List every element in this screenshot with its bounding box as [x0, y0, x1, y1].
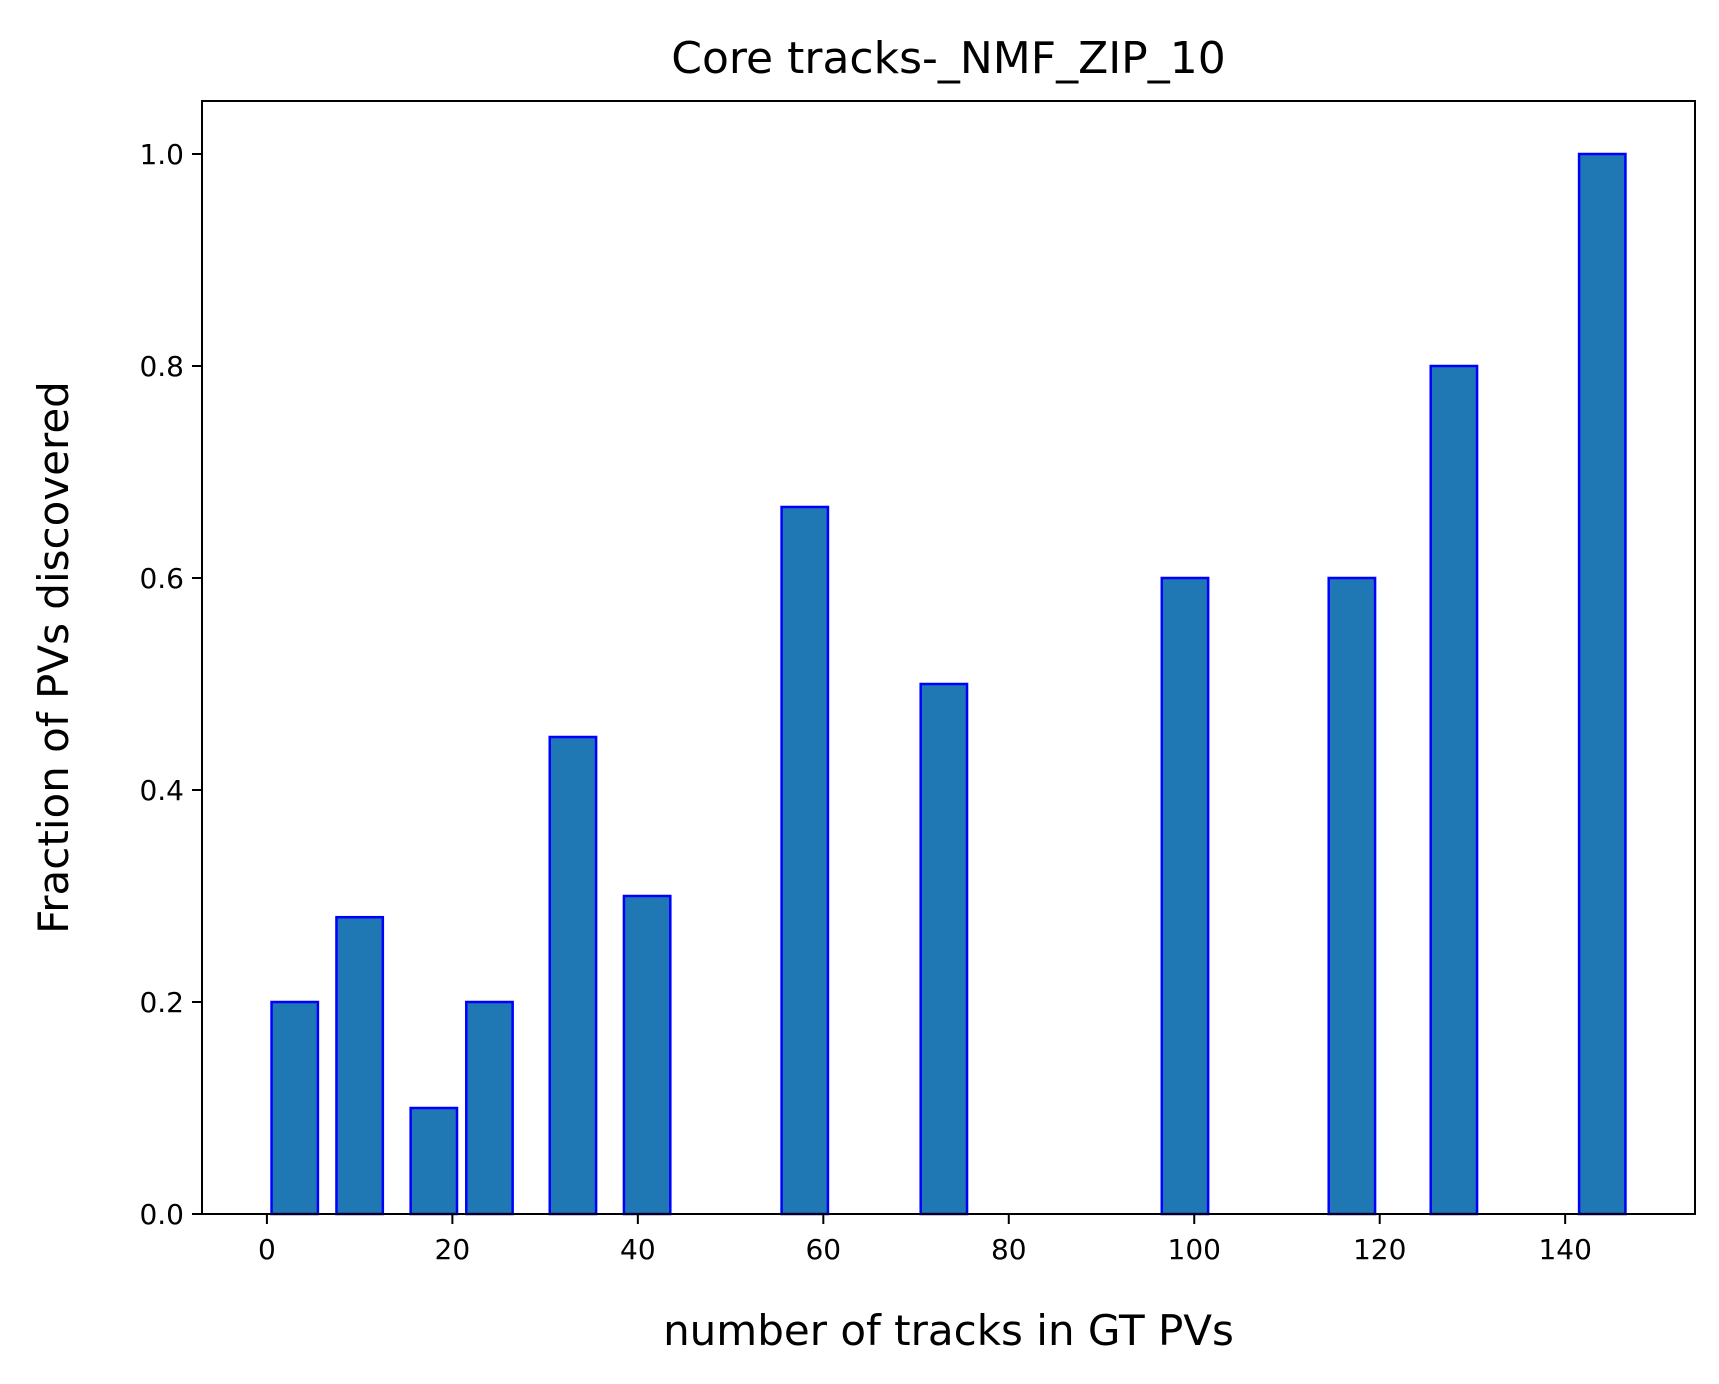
bar [409, 1106, 459, 1216]
chart-title: Core tracks-_NMF_ZIP_10 [671, 33, 1225, 84]
x-tick-label: 20 [435, 1233, 471, 1266]
y-tick-label: 0.4 [139, 774, 184, 807]
bar [780, 505, 830, 1216]
x-tick-label: 60 [805, 1233, 841, 1266]
bar [270, 1000, 320, 1216]
bars-group [270, 152, 1627, 1216]
y-tick-label: 0.8 [139, 350, 184, 383]
y-tick-label: 0.6 [139, 562, 184, 595]
x-tick-label: 40 [620, 1233, 656, 1266]
bar [335, 915, 385, 1216]
y-tick-label: 0.2 [139, 986, 184, 1019]
x-tick-label: 120 [1353, 1233, 1406, 1266]
bar [1429, 364, 1479, 1216]
bar [1160, 576, 1210, 1216]
bar [1577, 152, 1627, 1216]
bar [919, 682, 969, 1216]
x-axis: 0 20 40 60 80 100 120 140 [258, 1214, 1592, 1266]
y-axis-label: Fraction of PVs discovered [29, 381, 78, 934]
x-tick-label: 100 [1168, 1233, 1221, 1266]
x-axis-label: number of tracks in GT PVs [663, 1306, 1234, 1355]
y-axis: 0.0 0.2 0.4 0.6 0.8 1.0 [139, 138, 202, 1231]
bar [622, 894, 672, 1216]
bar [465, 1000, 514, 1216]
x-tick-label: 140 [1538, 1233, 1591, 1266]
x-tick-label: 0 [258, 1233, 276, 1266]
bar [1327, 576, 1377, 1216]
x-tick-label: 80 [991, 1233, 1027, 1266]
y-tick-label: 0.0 [139, 1198, 184, 1231]
y-tick-label: 1.0 [139, 138, 184, 171]
plot-frame [201, 100, 1696, 1215]
bar [548, 735, 598, 1216]
